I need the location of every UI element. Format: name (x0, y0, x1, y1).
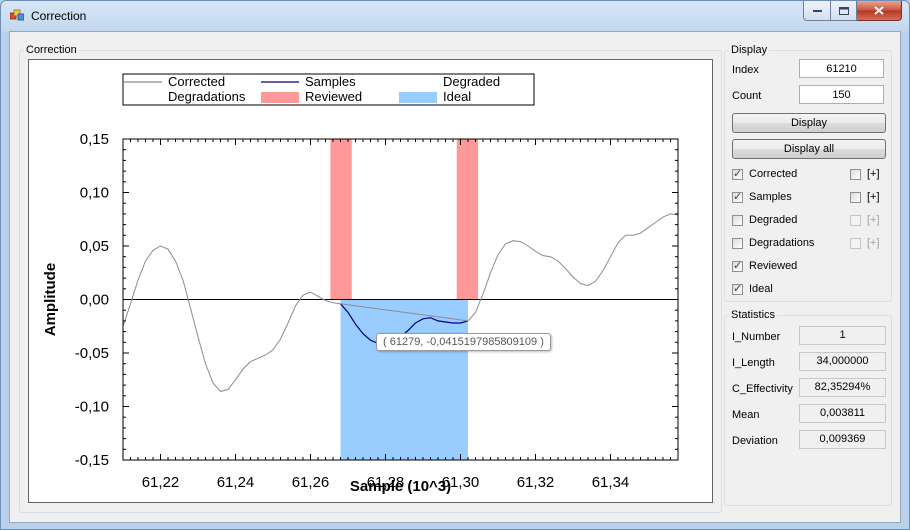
degradations-plus-checkbox (850, 238, 861, 249)
degraded-checkbox[interactable] (732, 215, 743, 226)
deviation-value: 0,009369 (799, 430, 886, 449)
samples-plus-checkbox[interactable] (850, 192, 861, 203)
index-input[interactable] (799, 59, 884, 78)
degradations-plus-label: [+] (867, 237, 880, 249)
x-tick-label: 61,22 (142, 474, 180, 491)
corrected-checkbox[interactable] (732, 167, 743, 180)
legend-label-samples: Samples (305, 74, 356, 89)
x-axis-label: Sample (10^3) (350, 478, 451, 495)
ideal-checkbox[interactable] (732, 282, 743, 295)
count-input[interactable] (799, 85, 884, 104)
display-all-button[interactable]: Display all (732, 139, 886, 159)
corrected-series-line-right (467, 213, 678, 322)
client-area: Correction 0,15 0,10 0,05 0,00 -0,05 -0,10 -0,… (9, 31, 901, 523)
y-tick-label: -0,15 (75, 452, 109, 469)
x-tick-label: 61,24 (217, 474, 255, 491)
degradations-checkbox[interactable] (732, 238, 743, 249)
y-axis-label: Amplitude (42, 263, 59, 336)
ideal-checkbox-label[interactable]: Ideal (749, 283, 773, 295)
x-tick-label: 61,32 (517, 474, 555, 491)
degraded-plus-label: [+] (867, 214, 880, 226)
degraded-checkbox-label[interactable]: Degraded (749, 214, 798, 226)
ideal-region (340, 299, 468, 460)
corrected-series-line-left (123, 245, 341, 393)
chart-legend (122, 73, 535, 106)
i-number-value: 1 (799, 326, 886, 345)
statistics-group-legend: Statistics (731, 309, 776, 321)
i-length-label: I_Length (732, 357, 775, 369)
y-tick-label: -0,05 (75, 345, 109, 362)
degraded-series-line (340, 303, 469, 322)
reviewed-checkbox-label[interactable]: Reviewed (749, 260, 798, 272)
maximize-icon (838, 6, 849, 15)
i-length-value: 34,000000 (799, 352, 886, 371)
maximize-button[interactable] (831, 1, 857, 21)
reviewed-checkbox[interactable] (732, 259, 743, 272)
data-point-tooltip: ( 61279, -0,0415197985809109 ) (376, 333, 551, 351)
app-icon (10, 9, 24, 21)
chart-panel[interactable]: 0,15 0,10 0,05 0,00 -0,05 -0,10 -0,15 61,22 61,2… (28, 59, 713, 503)
legend-swatch-reviewed (261, 92, 299, 103)
correction-group-legend: Correction (26, 44, 77, 56)
legend-label-degradations: Degradations (168, 89, 246, 104)
i-number-label: I_Number (732, 331, 781, 343)
y-tick-label: 0,10 (80, 185, 109, 202)
y-tick-label: -0,10 (75, 399, 109, 416)
title-bar[interactable]: Correction (1, 1, 909, 31)
x-tick-label: 61,26 (292, 474, 330, 491)
window-title: Correction (31, 9, 87, 23)
reviewed-region-1 (330, 139, 352, 300)
x-tick-label: 61,30 (442, 474, 480, 491)
correction-group: Correction 0,15 0,10 0,05 0,00 -0,05 -0,10 -0,… (19, 44, 722, 513)
x-tick-label: 61,34 (592, 474, 630, 491)
corrected-plus-checkbox[interactable] (850, 169, 861, 180)
minimize-icon (812, 9, 822, 12)
statistics-group: Statistics I_Number 1 I_Length 34,000000… (724, 309, 892, 506)
index-label: Index (732, 64, 759, 76)
corrected-checkbox-label[interactable]: Corrected (749, 168, 798, 180)
samples-checkbox[interactable] (732, 190, 743, 203)
mean-value: 0,003811 (799, 404, 886, 423)
x-tick-label: 61,28 (367, 474, 405, 491)
legend-label-degraded: Degraded (443, 74, 500, 89)
display-group-legend: Display (731, 44, 768, 56)
samples-checkbox-label[interactable]: Samples (749, 191, 792, 203)
chart-plot[interactable]: 0,15 0,10 0,05 0,00 -0,05 -0,10 -0,15 61,22 61,2… (29, 60, 712, 502)
minimize-button[interactable] (803, 1, 831, 21)
display-button[interactable]: Display (732, 113, 886, 133)
degraded-plus-checkbox (850, 215, 861, 226)
y-tick-label: 0,15 (80, 131, 109, 148)
y-tick-label: 0,00 (80, 292, 109, 309)
c-effectivity-value: 82,35294% (799, 378, 886, 397)
legend-label-ideal: Ideal (443, 89, 471, 104)
y-tick-label: 0,05 (80, 238, 109, 255)
display-group: Display Index Count Display Display all … (724, 44, 892, 302)
close-icon (874, 6, 884, 15)
c-effectivity-label: C_Effectivity (732, 383, 793, 395)
legend-swatch-ideal (399, 92, 437, 103)
mean-label: Mean (732, 409, 760, 421)
count-label: Count (732, 90, 762, 102)
corrected-plus-label[interactable]: [+] (867, 168, 880, 180)
legend-label-corrected: Corrected (168, 74, 225, 89)
close-button[interactable] (857, 1, 902, 21)
samples-plus-label[interactable]: [+] (867, 191, 880, 203)
deviation-label: Deviation (732, 435, 778, 447)
reviewed-region-2 (456, 139, 479, 300)
degradations-checkbox-label[interactable]: Degradations (749, 237, 815, 249)
legend-label-reviewed: Reviewed (305, 89, 362, 104)
